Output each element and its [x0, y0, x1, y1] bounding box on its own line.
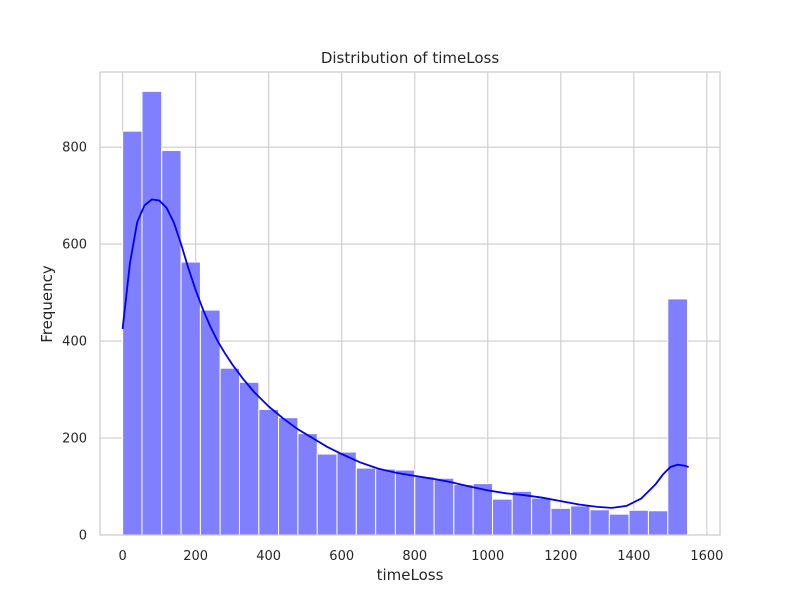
y-tick-label: 200: [62, 432, 87, 447]
x-tick-label: 600: [329, 549, 354, 564]
histogram-bar: [589, 509, 610, 536]
histogram-bar: [316, 453, 338, 536]
histogram-bar: [297, 433, 318, 536]
histogram-bar: [433, 477, 455, 536]
histogram-bar: [122, 130, 143, 536]
histogram-bar: [628, 509, 649, 536]
x-tick-label: 800: [402, 549, 427, 564]
histogram-bar: [414, 476, 435, 536]
histogram-bar: [180, 261, 201, 536]
kde-curve: [121, 198, 689, 509]
histogram-bar: [394, 469, 416, 536]
histogram-bar: [511, 490, 533, 536]
x-tick-label: 200: [183, 549, 208, 564]
histogram-bar: [531, 497, 552, 536]
x-axis-label: timeLoss: [377, 566, 444, 584]
histogram-bar: [238, 381, 260, 536]
x-tick-label: 1000: [471, 549, 504, 564]
histogram-bar: [161, 150, 182, 536]
y-axis-ticks: 0 200 400 600 800: [62, 141, 87, 544]
plot-frame: [99, 71, 721, 536]
y-tick-label: 800: [62, 141, 87, 156]
histogram-bar: [141, 90, 163, 536]
x-tick-label: 0: [118, 549, 126, 564]
x-tick-label: 1600: [690, 549, 723, 564]
histogram-bar: [647, 510, 669, 536]
histogram-bar: [453, 484, 474, 536]
histogram-bar: [355, 467, 377, 536]
histogram-bar: [258, 408, 280, 536]
chart-title: Distribution of timeLoss: [321, 49, 499, 67]
histogram-bar: [375, 468, 396, 536]
histogram-bar: [219, 367, 240, 536]
histogram-bar: [278, 417, 299, 536]
histogram-bar: [608, 513, 630, 536]
y-tick-label: 600: [62, 238, 87, 253]
y-tick-label: 0: [79, 529, 87, 544]
x-axis-ticks: 0 200 400 600 800 1000 1200 1400 1600: [118, 549, 723, 564]
histogram-bar: [667, 298, 689, 536]
x-tick-label: 1200: [544, 549, 577, 564]
y-axis-label: Frequency: [38, 265, 56, 343]
histogram-bar: [199, 309, 221, 536]
histogram-bar: [570, 505, 591, 536]
x-tick-label: 400: [256, 549, 281, 564]
histogram-bar: [336, 451, 357, 536]
histogram-bar: [492, 498, 513, 536]
histogram-bar: [550, 507, 572, 536]
y-tick-label: 400: [62, 335, 87, 350]
x-tick-label: 1400: [617, 549, 650, 564]
